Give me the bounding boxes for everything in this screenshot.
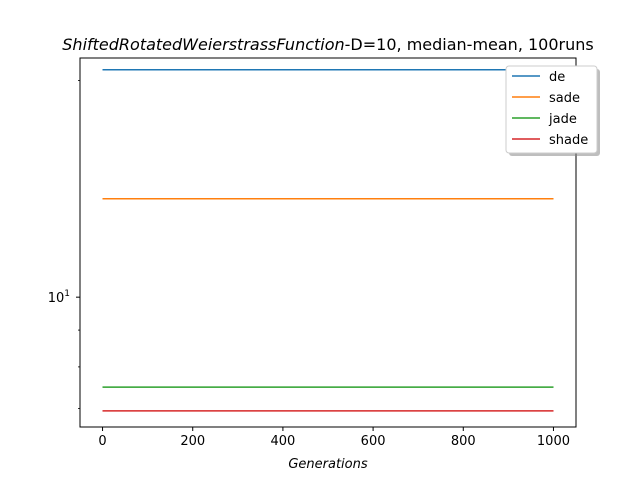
x-tick-label: 800 — [451, 434, 476, 449]
chart-title-rest: -D=10, median-mean, 100runs — [345, 35, 594, 54]
y-tick-label: 101 — [48, 289, 70, 306]
plot-area — [80, 58, 576, 427]
legend-box — [505, 65, 598, 154]
legend-label-sade: sade — [549, 91, 580, 106]
x-tick-label: 600 — [361, 434, 386, 449]
legend-label-jade: jade — [548, 112, 577, 127]
legend-label-de: de — [549, 70, 565, 85]
y-axis: 101 — [48, 80, 80, 410]
x-axis: 0 200 400 600 800 1000 — [98, 427, 570, 449]
chart-title-italic: ShiftedRotatedWeierstrassFunction — [62, 35, 344, 54]
legend-label-shade: shade — [549, 133, 588, 148]
x-axis-label: Generations — [288, 457, 368, 472]
x-tick-label: 0 — [98, 434, 106, 449]
chart-title: ShiftedRotatedWeierstrassFunction-D=10, … — [62, 35, 593, 54]
x-tick-label: 200 — [180, 434, 205, 449]
x-tick-label: 1000 — [537, 434, 570, 449]
x-tick-label: 400 — [270, 434, 295, 449]
series-layer — [102, 69, 554, 412]
plot-frame — [79, 57, 577, 428]
legend: de sade jade shade — [505, 65, 600, 156]
